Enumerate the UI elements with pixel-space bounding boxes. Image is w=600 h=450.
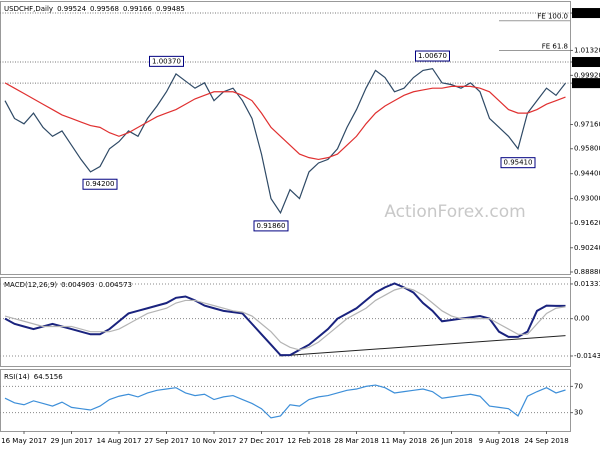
x-tick-label: 26 Jun 2018: [430, 437, 472, 445]
header-value: 0.99485: [156, 5, 185, 13]
fe-label: FE 61.8: [542, 42, 568, 50]
y-tick-label: 1.03420: [574, 9, 600, 17]
price-panel: [0, 1, 571, 275]
header-value: 0.004573: [99, 281, 132, 289]
fe-label: FE 100.0: [537, 13, 568, 21]
annotation-box: [500, 157, 536, 169]
annotation-label: 0.91860: [257, 222, 286, 230]
trendline: [280, 335, 566, 357]
header-value: 0.99166: [123, 5, 152, 13]
x-tick-label: 27 Sep 2017: [144, 437, 188, 445]
x-tick-label: 28 Mar 2018: [334, 437, 378, 445]
y-tick-label: 0.99485: [574, 79, 600, 87]
series-line: [4, 67, 566, 215]
x-tick-label: 24 Sep 2018: [524, 437, 568, 445]
annotation-box: [415, 50, 450, 62]
y-tick-label: 0.013319: [574, 280, 600, 288]
label-box: [572, 78, 600, 89]
annotation-box: [253, 220, 289, 232]
x-tick-label: 14 Aug 2017: [97, 437, 142, 445]
panel-title-text: MACD(12,26,9): [4, 281, 57, 289]
x-tick-label: 9 Aug 2018: [479, 437, 519, 445]
panel-title: MACD(12,26,9) 0.004903 0.004573: [4, 281, 132, 289]
x-tick-label: 29 Jun 2017: [50, 437, 92, 445]
y-tick-label: 1.01320: [574, 46, 600, 54]
x-tick-label: 16 May 2017: [1, 437, 47, 445]
x-tick-label: 10 Nov 2017: [192, 437, 237, 445]
series-line: [4, 282, 566, 357]
panel-title-text: USDCHF,Daily: [4, 5, 53, 13]
label-box: [572, 8, 600, 19]
series-line: [4, 82, 566, 161]
annotation-box: [149, 55, 184, 67]
y-tick-label: 70: [574, 382, 583, 390]
y-tick-label: 0.00: [574, 315, 590, 323]
annotation-label: 1.00670: [418, 52, 447, 60]
annotation-label: 1.00370: [152, 57, 181, 65]
annotation-box: [82, 178, 118, 190]
watermark: ActionForex.com: [384, 202, 525, 222]
panel-title-text: RSI(14): [4, 373, 30, 381]
header-value: 0.99524: [57, 5, 86, 13]
panel-title: USDCHF,Daily 0.99524 0.99568 0.99166 0.99485: [4, 5, 185, 13]
y-tick-label: 1.00670: [574, 58, 600, 66]
rsi-panel: [0, 369, 571, 432]
x-tick-label: 12 Feb 2018: [287, 437, 331, 445]
y-tick-label: -0.014323: [574, 352, 600, 360]
header-value: 0.99568: [90, 5, 119, 13]
macd-panel: [0, 277, 571, 367]
label-box: [572, 57, 600, 68]
x-tick-label: 27 Dec 2017: [239, 437, 284, 445]
x-tick-label: 11 May 2018: [381, 437, 427, 445]
panel-title: RSI(14) 64.5156: [4, 373, 63, 381]
y-tick-label: 30: [574, 409, 583, 417]
annotation-label: 0.95410: [504, 159, 533, 167]
series-line: [4, 384, 566, 419]
y-tick-label: 0.88880: [574, 268, 600, 276]
annotation-label: 0.94200: [86, 180, 115, 188]
header-value: 0.004903: [61, 281, 94, 289]
header-value: 64.5156: [34, 373, 63, 381]
series-line: [4, 286, 566, 351]
